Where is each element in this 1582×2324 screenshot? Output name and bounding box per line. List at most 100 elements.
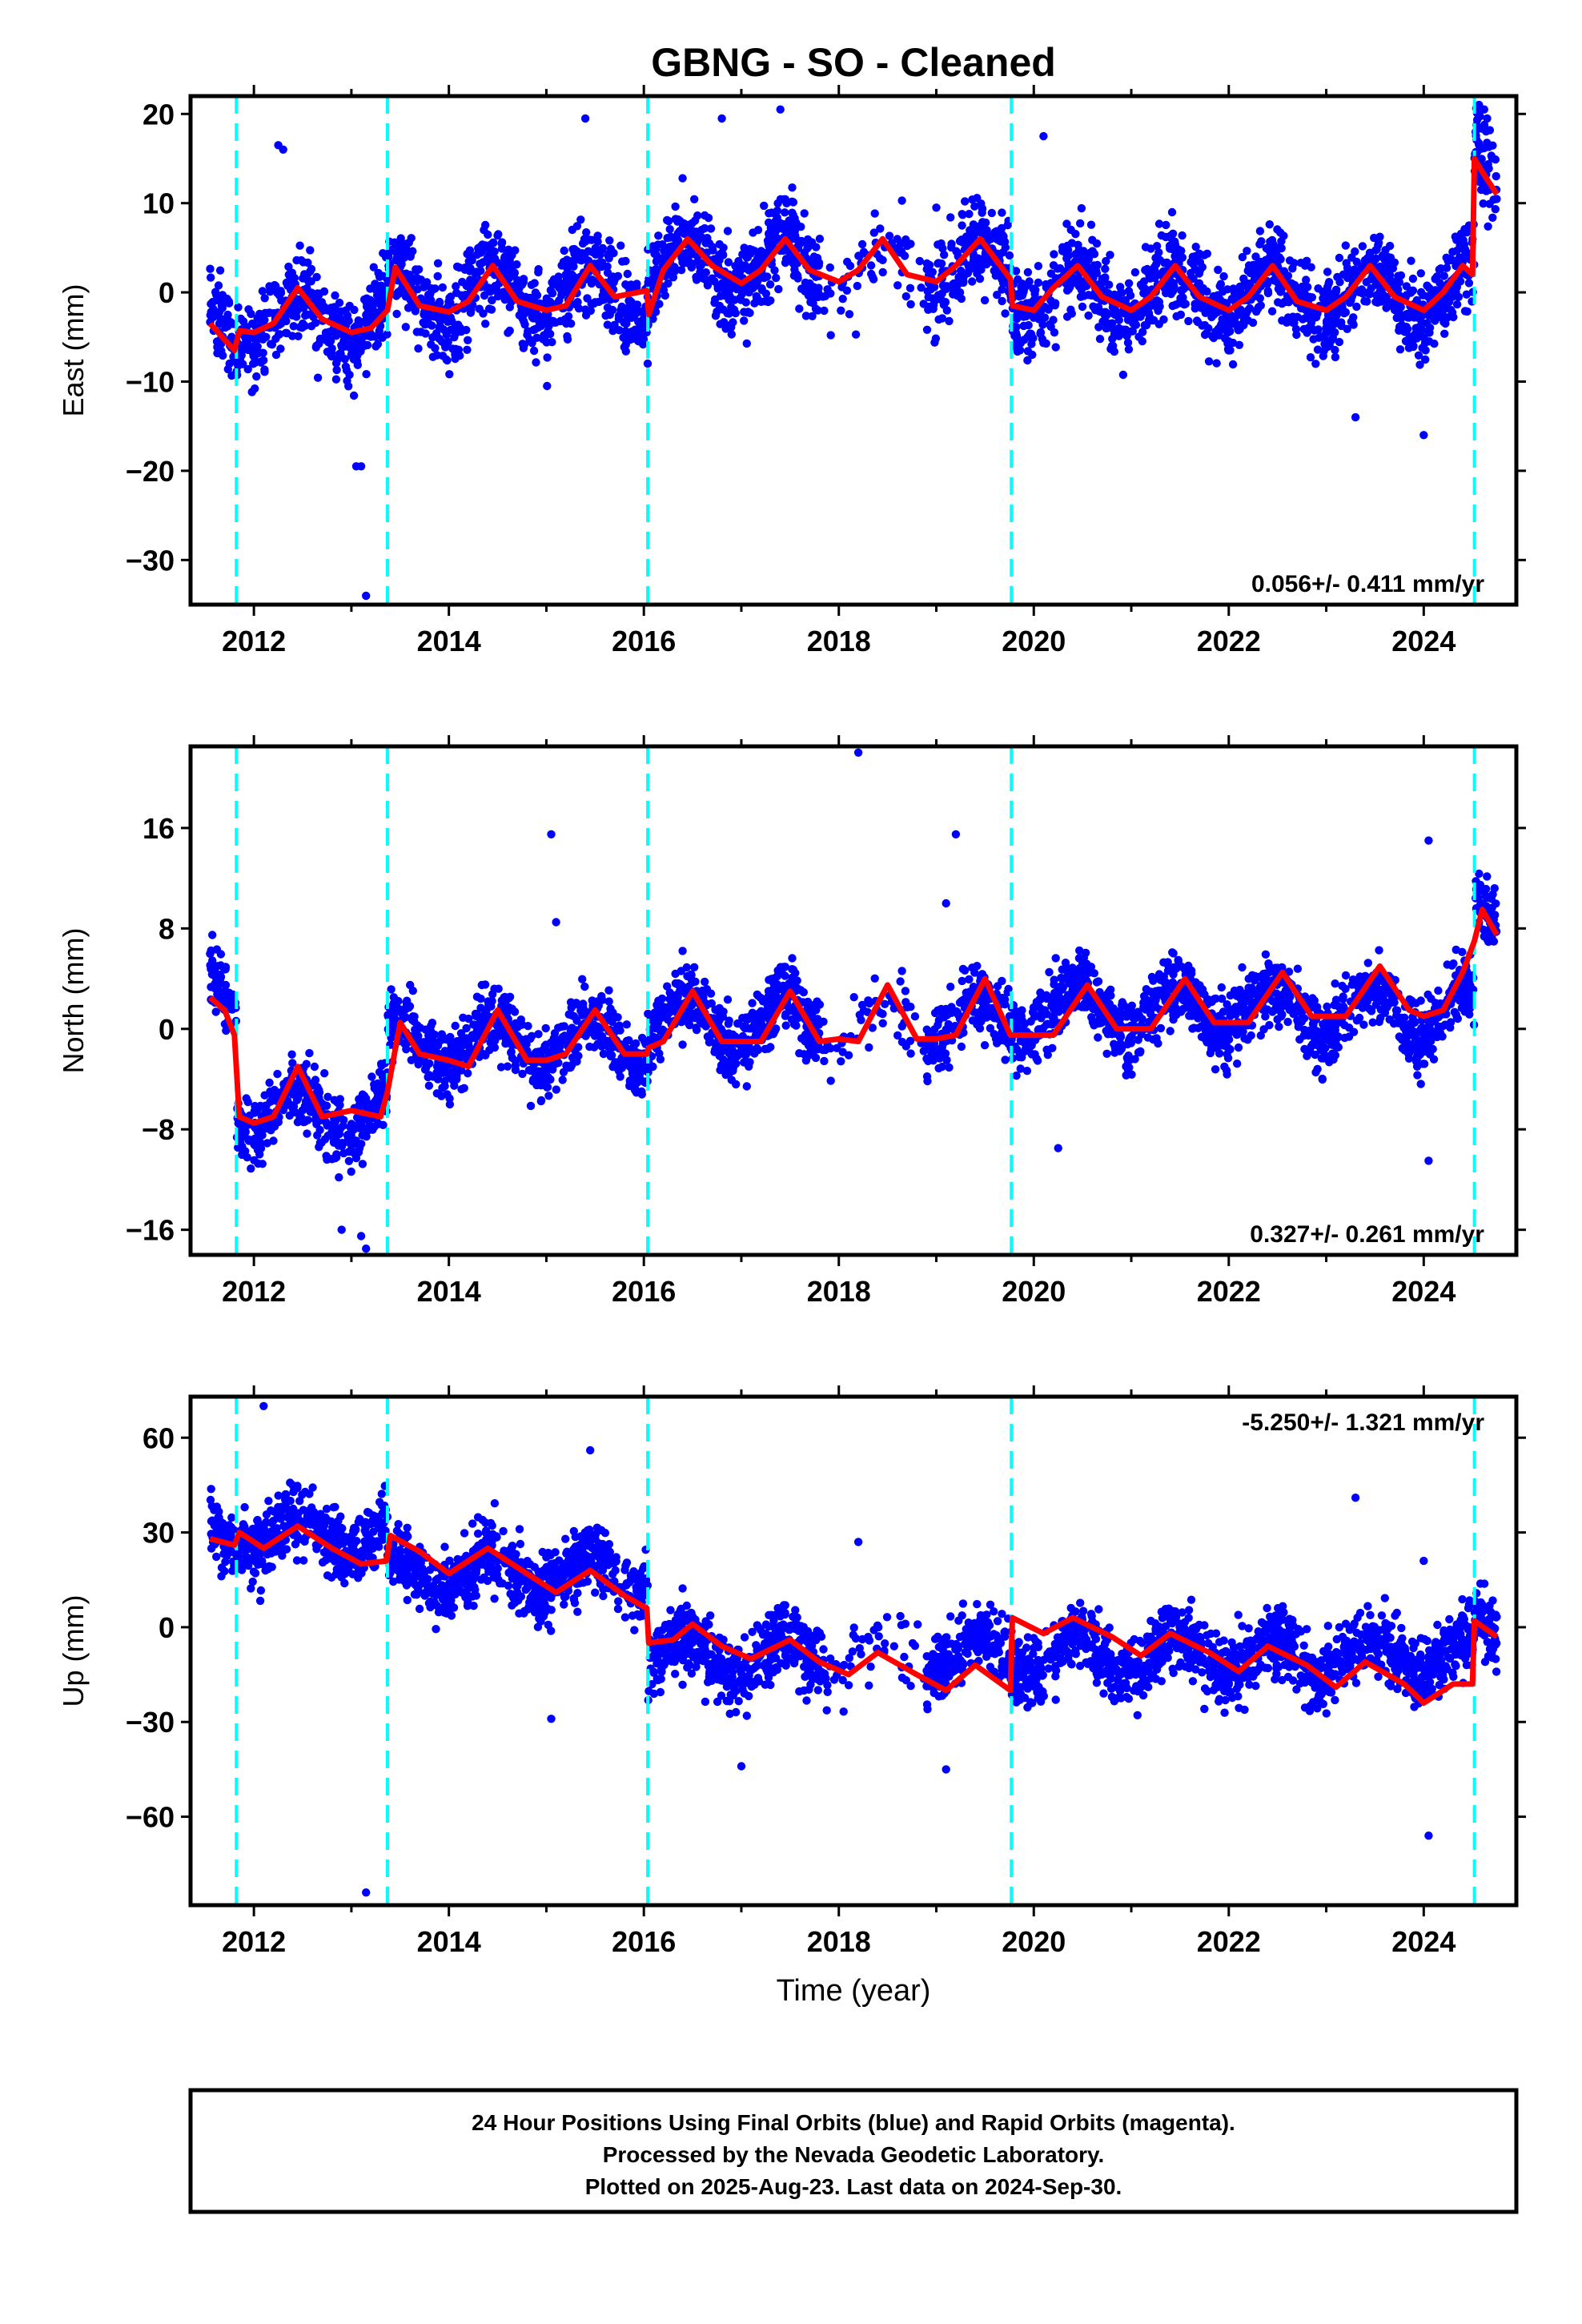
east-point xyxy=(901,292,911,301)
east-point xyxy=(1132,313,1141,322)
east-point xyxy=(1448,286,1457,295)
east-point xyxy=(658,240,667,249)
east-point xyxy=(1162,220,1170,230)
north-point xyxy=(225,1001,234,1010)
east-point xyxy=(362,591,371,601)
east-point xyxy=(1105,280,1114,289)
east-point xyxy=(579,250,588,259)
east-point xyxy=(282,278,291,287)
east-point xyxy=(1023,267,1033,277)
east-point xyxy=(922,265,931,274)
east-point xyxy=(869,228,879,237)
east-point xyxy=(716,320,725,328)
east-point xyxy=(986,235,995,243)
north-point xyxy=(678,947,687,955)
east-point xyxy=(341,362,351,371)
east-point xyxy=(372,308,382,317)
east-point xyxy=(905,283,915,292)
east-point xyxy=(225,359,234,368)
north-points xyxy=(206,748,1501,1253)
north-point xyxy=(241,1128,250,1136)
north-point xyxy=(362,1103,371,1112)
north-point xyxy=(813,1044,822,1054)
east-y-tick-label: −30 xyxy=(126,544,175,577)
east-point xyxy=(413,277,422,286)
east-point xyxy=(845,310,854,319)
north-point xyxy=(745,1024,754,1033)
north-point xyxy=(906,1049,915,1058)
north-point xyxy=(367,1072,376,1081)
north-point xyxy=(576,1006,585,1015)
east-point xyxy=(1063,241,1072,251)
east-point xyxy=(1337,318,1346,327)
east-y-tick-label: 10 xyxy=(143,187,175,220)
east-point xyxy=(1223,339,1232,348)
east-point xyxy=(371,279,379,288)
east-point xyxy=(750,299,759,308)
north-point xyxy=(448,1042,456,1051)
east-point xyxy=(568,245,577,254)
north-point xyxy=(957,1042,966,1051)
east-point xyxy=(284,262,293,271)
east-point xyxy=(616,241,625,250)
east-point xyxy=(1480,143,1488,153)
north-point xyxy=(528,1075,538,1084)
north-point xyxy=(479,1012,488,1022)
east-point xyxy=(970,202,979,211)
north-point xyxy=(922,1025,931,1034)
east-point xyxy=(543,381,552,391)
east-point xyxy=(1243,247,1251,255)
east-point xyxy=(1078,254,1087,263)
east-point xyxy=(587,299,596,308)
north-point xyxy=(273,1069,282,1079)
north-point xyxy=(625,1077,635,1086)
east-point xyxy=(800,209,809,218)
east-point xyxy=(339,318,348,328)
east-point xyxy=(1440,329,1449,338)
east-point xyxy=(474,249,483,258)
east-point xyxy=(1363,297,1371,306)
north-point xyxy=(690,963,699,972)
east-point xyxy=(468,255,476,265)
east-point xyxy=(853,281,862,291)
north-point xyxy=(1001,1055,1010,1064)
north-point xyxy=(811,1053,821,1063)
east-point xyxy=(1314,284,1323,293)
east-point xyxy=(247,388,256,396)
east-point xyxy=(1485,126,1495,135)
east-point xyxy=(469,276,479,285)
north-point xyxy=(347,1123,355,1132)
east-point xyxy=(534,267,543,277)
east-point xyxy=(1448,255,1457,265)
east-point xyxy=(1098,317,1107,326)
east-point xyxy=(618,257,627,266)
east-point xyxy=(1086,220,1096,229)
east-point xyxy=(639,335,648,344)
east-point xyxy=(1379,291,1388,300)
east-point xyxy=(1283,318,1291,327)
north-point xyxy=(206,961,215,970)
north-point xyxy=(901,998,910,1007)
east-point xyxy=(1177,247,1186,255)
north-point xyxy=(503,1007,512,1016)
east-point xyxy=(765,229,773,238)
east-point xyxy=(391,244,401,254)
east-point xyxy=(239,344,248,354)
east-point xyxy=(480,291,489,300)
east-point xyxy=(1245,304,1255,313)
east-point xyxy=(597,262,606,271)
east-point xyxy=(727,330,736,339)
east-point xyxy=(866,261,876,270)
east-point xyxy=(1323,311,1333,320)
east-point xyxy=(1431,275,1440,283)
east-point xyxy=(1459,235,1468,245)
east-point xyxy=(843,257,852,267)
north-point xyxy=(628,1069,637,1079)
east-point xyxy=(1218,315,1227,324)
east-point xyxy=(279,145,287,154)
east-point xyxy=(1379,251,1387,260)
east-point xyxy=(466,308,476,317)
east-point xyxy=(661,291,669,300)
east-point xyxy=(681,229,690,239)
east-point xyxy=(1023,356,1032,365)
